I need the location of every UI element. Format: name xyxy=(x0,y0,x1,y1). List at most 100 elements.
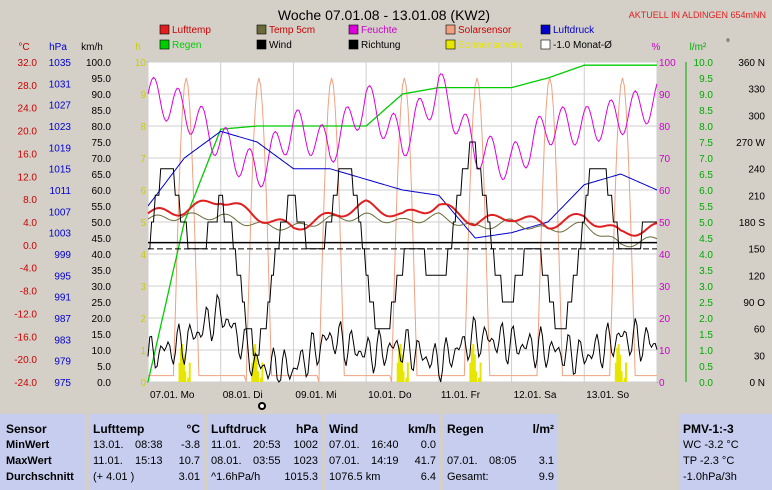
luftdruck-line xyxy=(147,130,658,239)
pmv-dewpoint: TP -2.3 °C xyxy=(683,455,735,467)
percent-tick-label: 70 xyxy=(659,154,671,165)
wind-panel-unit: km/h xyxy=(407,422,436,436)
rain-tick-label: 9.0 xyxy=(699,90,713,101)
pres-tick-label: 979 xyxy=(54,357,71,368)
wind-tick-label: 15.0 xyxy=(92,330,112,341)
pres-tick-label: 999 xyxy=(54,250,71,261)
station-label: AKTUELL IN ALDINGEN 654mNN xyxy=(629,10,766,20)
rain-unit: l/m² xyxy=(690,42,707,53)
lufttemp-unit: °C xyxy=(186,422,200,436)
rain-tick-label: 1.5 xyxy=(699,330,713,341)
legend-label: Temp 5cm xyxy=(269,25,315,36)
luftdruck-avg-value: 1015.3 xyxy=(284,471,318,483)
day-marker-icon-inner xyxy=(260,404,264,408)
sunshine-bar xyxy=(184,371,187,382)
luftdruck-unit: hPa xyxy=(295,422,318,436)
wind-tick-label: 65.0 xyxy=(92,170,112,181)
pres-tick-label: 1011 xyxy=(49,186,71,197)
x-tick-label: 10.01. Do xyxy=(368,390,412,401)
sunshine-bar xyxy=(179,347,182,382)
rain-tick-label: 0.5 xyxy=(699,362,713,373)
percent-tick-label: 50 xyxy=(659,218,671,229)
sunshine-bar xyxy=(614,362,617,382)
x-tick-label: 07.01. Mo xyxy=(150,390,195,401)
hours-tick-label: 6 xyxy=(140,186,146,197)
regen-max-date: 07.01. xyxy=(447,455,478,467)
percent-tick-label: 80 xyxy=(659,122,671,133)
luftdruck-min-date: 11.01. xyxy=(211,439,241,451)
rain-tick-label: 1.0 xyxy=(699,346,713,357)
sunshine-bar xyxy=(405,377,408,382)
rain-tick-label: 5.5 xyxy=(699,202,713,213)
regen-line xyxy=(147,64,657,383)
pres-tick-label: 1035 xyxy=(49,58,72,69)
sunshine-bar xyxy=(181,344,184,382)
richtung-line xyxy=(148,141,657,356)
wind-tick-label: 35.0 xyxy=(92,266,112,277)
pres-tick-label: 1019 xyxy=(49,143,72,154)
panel-luftdruck: Luftdruck hPa 11.01. 20:53 1002 08.01. 0… xyxy=(207,414,322,490)
pmv-head: PMV-1:-3 xyxy=(683,422,734,436)
degree-tick-label: 150 xyxy=(748,245,765,256)
legend-label: Wind xyxy=(269,40,292,51)
sunshine-bar xyxy=(396,362,399,382)
temp-tick-label: -20.0 xyxy=(14,355,37,366)
rain-tick-label: 8.5 xyxy=(699,106,713,117)
degree-tick-label: 0 N xyxy=(749,378,765,389)
pres-tick-label: 1003 xyxy=(49,229,72,240)
panel-pmv: PMV-1:-3 WC -3.2 °C TP -2.3 °C -1.0hPa/3… xyxy=(679,414,772,490)
legend-label: -1.0 Monat-Ø xyxy=(553,40,612,51)
weather-chart: Woche 07.01.08 - 13.01.08 (KW2) AKTUELL … xyxy=(14,7,766,410)
luftdruck-max-value: 1023 xyxy=(293,455,318,467)
hours-tick-label: 3 xyxy=(140,282,146,293)
rain-tick-label: 7.0 xyxy=(699,154,713,165)
lufttemp-max-date: 11.01. xyxy=(93,455,123,467)
lufttemp-line xyxy=(147,199,658,237)
legend-swatch xyxy=(348,24,359,35)
degree-unit: ° xyxy=(726,38,730,49)
wind-head: Wind xyxy=(329,422,359,436)
panel-spacer xyxy=(561,414,676,490)
rain-tick-label: 10.0 xyxy=(694,58,714,69)
pmv-windchill: WC -3.2 °C xyxy=(683,439,739,451)
right-axes: 100908070605040302010010.09.59.08.58.07.… xyxy=(659,58,766,389)
sunshine-bar xyxy=(259,377,262,382)
pres-tick-label: 995 xyxy=(54,271,71,282)
percent-tick-label: 40 xyxy=(659,250,671,261)
regen-total-value: 9.9 xyxy=(538,471,554,483)
hours-tick-label: 5 xyxy=(140,218,146,229)
sensor-row-avg: Durchschnitt xyxy=(6,471,74,483)
wind-tick-label: 30.0 xyxy=(92,282,112,293)
grid xyxy=(147,61,658,383)
lufttemp-max-value: 10.7 xyxy=(178,455,200,467)
lufttemp-avg-value: 3.01 xyxy=(178,471,200,483)
temp5cm-line xyxy=(147,212,658,248)
sunshine-bar xyxy=(616,347,619,382)
wind-min-date: 07.01. xyxy=(329,439,360,451)
wind-max-date: 07.01. xyxy=(329,455,360,467)
lufttemp-head: Lufttemp xyxy=(93,422,145,436)
sunshine-bar xyxy=(625,362,628,382)
rain-tick-label: 6.0 xyxy=(699,186,713,197)
x-tick-label: 09.01. Mi xyxy=(295,390,336,401)
sunshine-bar xyxy=(475,371,478,382)
legend-label: Richtung xyxy=(361,40,400,51)
rain-tick-label: 2.0 xyxy=(699,314,713,325)
temp-tick-label: 24.0 xyxy=(18,104,38,115)
degree-tick-label: 330 xyxy=(748,85,765,96)
wind-avg-value: 6.4 xyxy=(420,471,436,483)
x-axis-labels: 07.01. Mo 08.01. Di 09.01. Mi 10.01. Do 11.0… xyxy=(150,390,630,401)
x-tick-label: 08.01. Di xyxy=(223,390,263,401)
wind-tick-label: 90.0 xyxy=(92,90,112,101)
sensor-head: Sensor xyxy=(6,422,47,436)
panel-regen: Regen l/m² 07.01. 08:05 3.1 Gesamt: 9.9 xyxy=(443,414,558,490)
legend-swatch xyxy=(159,39,170,50)
legend-swatch xyxy=(445,24,456,35)
wind-line xyxy=(147,293,658,383)
wind-tick-label: 70.0 xyxy=(92,154,112,165)
temp-tick-label: 8.0 xyxy=(23,195,37,206)
legend-label: Lufttemp xyxy=(172,25,211,36)
pres-tick-label: 1023 xyxy=(49,122,72,133)
sunshine-bar xyxy=(478,377,481,382)
pres-tick-label: 987 xyxy=(54,314,71,325)
